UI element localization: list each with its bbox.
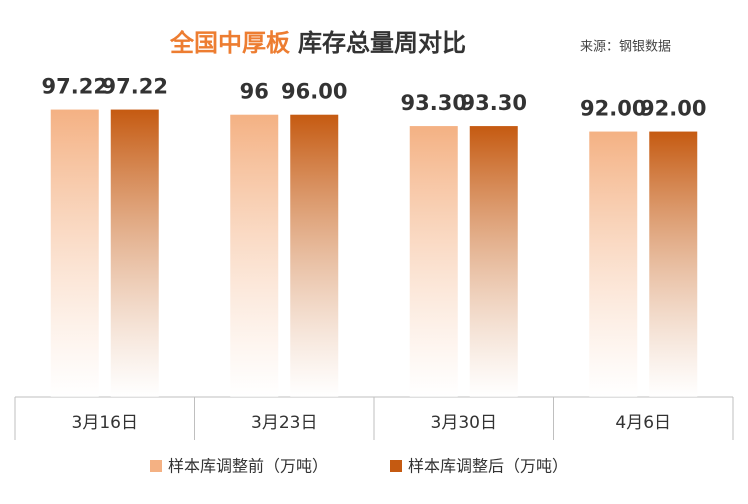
legend-swatch: [390, 460, 402, 472]
value-label: 93.30: [401, 91, 467, 115]
bar: [290, 114, 339, 397]
bar: [409, 126, 458, 397]
x-tick-label: 3月30日: [431, 413, 497, 433]
bar: [50, 109, 99, 397]
value-label: 97.22: [42, 75, 108, 99]
x-tick-label: 4月6日: [615, 413, 671, 433]
bar: [469, 126, 518, 397]
bar: [230, 114, 279, 397]
bar: [589, 131, 638, 397]
value-label: 96.00: [281, 80, 347, 104]
legend-swatch: [150, 460, 162, 472]
x-tick-label: 3月16日: [72, 413, 138, 433]
value-label: 97.22: [102, 75, 168, 99]
source: 来源：钢银数据: [580, 40, 671, 55]
bar: [110, 109, 159, 397]
x-tick-label: 3月23日: [251, 413, 317, 433]
chart-title: 库存总量周对比: [298, 29, 466, 57]
legend-label: 样本库调整前（万吨）: [168, 457, 328, 476]
bar: [649, 131, 698, 397]
legend-label: 样本库调整后（万吨）: [408, 457, 568, 476]
value-label: 92.00: [580, 97, 646, 121]
chart-title-highlight: 全国中厚板: [169, 29, 291, 57]
value-label: 92.00: [640, 97, 706, 121]
value-label: 96: [240, 80, 269, 104]
value-label: 93.30: [461, 91, 527, 115]
